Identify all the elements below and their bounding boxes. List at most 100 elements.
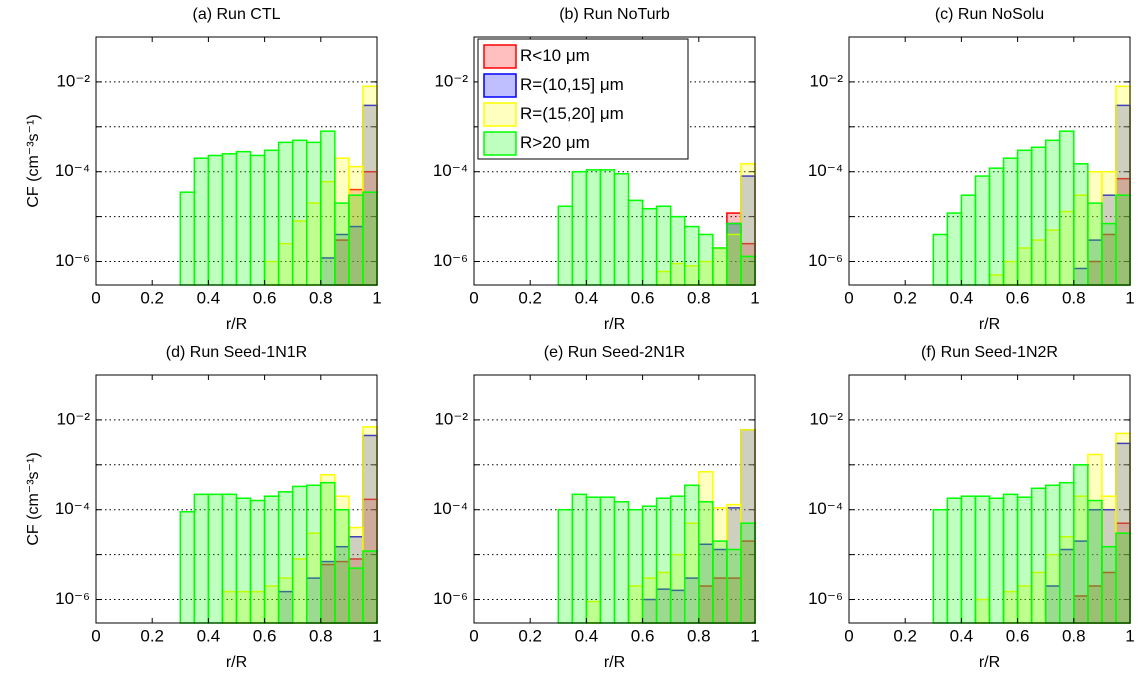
histogram-bar [1115, 532, 1131, 624]
legend-label: R>20 μm [520, 133, 590, 152]
histogram-bar [1059, 481, 1075, 624]
histogram-bar [557, 508, 574, 624]
histogram-bar [655, 205, 672, 286]
histogram-bar [1087, 202, 1103, 286]
histogram-bar [1115, 194, 1131, 286]
x-tick-label: 0.4 [197, 626, 221, 645]
x-tick-label: 0.8 [309, 626, 333, 645]
legend-swatch [483, 73, 517, 98]
x-tick-label: 0.6 [1006, 288, 1030, 307]
histogram-bar [669, 495, 686, 624]
histogram-bar [1016, 496, 1033, 624]
histogram-bar [1101, 545, 1117, 624]
histogram-bar [988, 167, 1005, 286]
x-tick-label: 1 [750, 288, 759, 307]
x-tick-label: 1 [372, 288, 381, 307]
histogram-bar [557, 205, 574, 286]
x-tick-label: 0.8 [687, 626, 711, 645]
histogram-bar [684, 484, 700, 624]
histogram-bar [946, 497, 963, 624]
y-tick-label: 10⁻² [434, 409, 468, 428]
histogram-bar [320, 481, 336, 624]
histogram-bar [221, 153, 238, 286]
histogram-bar [263, 149, 280, 286]
x-tick-label: 1 [750, 626, 759, 645]
histogram-bar [698, 501, 714, 624]
histogram-bar [599, 169, 616, 286]
histogram-bar [599, 496, 616, 624]
histogram-bar [306, 141, 322, 286]
x-axis-label: r/R [604, 316, 625, 333]
histogram-bar [641, 207, 658, 286]
x-tick-label: 0 [91, 626, 100, 645]
histogram-bar [974, 175, 991, 286]
histogram-bar [235, 150, 252, 286]
histogram-bar [249, 499, 266, 624]
axes-box [848, 374, 1131, 624]
histogram-bar [291, 485, 308, 624]
histogram-bar [362, 550, 378, 624]
histogram-bar [988, 497, 1005, 624]
y-tick-label: 10⁻⁴ [433, 499, 468, 518]
histogram-bar [207, 493, 224, 624]
histogram-bar [1030, 146, 1047, 286]
legend-label: R=(15,20] μm [520, 104, 624, 123]
histogram-bar [334, 202, 350, 286]
histogram-bar [669, 215, 686, 286]
histogram-bar [291, 139, 308, 286]
histogram-bar [684, 225, 700, 286]
histogram-bar [1002, 157, 1019, 286]
histogram-bar [1059, 130, 1075, 286]
panel-title: (c) Run NoSolu [935, 6, 1044, 23]
legend-label: R<10 μm [520, 46, 590, 65]
histogram-bar [726, 222, 742, 286]
y-tick-label: 10⁻² [56, 71, 90, 90]
x-axis-label: r/R [604, 654, 625, 671]
panel-title: (a) Run CTL [192, 6, 280, 23]
x-axis-label: r/R [226, 316, 247, 333]
histogram-bar [946, 212, 963, 286]
panel-title: (e) Run Seed-2N1R [544, 344, 685, 361]
histogram-bar [740, 522, 756, 624]
x-tick-label: 0.6 [253, 288, 277, 307]
histogram-bar [1044, 484, 1061, 624]
y-tick-label: 10⁻⁶ [55, 589, 90, 608]
axes-box [473, 36, 756, 286]
y-tick-label: 10⁻⁴ [808, 499, 843, 518]
histogram-bar [627, 199, 644, 286]
histogram-bar [571, 170, 588, 286]
y-tick-label: 10⁻² [434, 71, 468, 90]
x-tick-label: 0.2 [518, 288, 542, 307]
x-tick-label: 0 [844, 288, 853, 307]
histogram-bar [655, 497, 672, 624]
y-tick-label: 10⁻² [56, 409, 90, 428]
x-tick-label: 0.4 [950, 288, 974, 307]
y-axis-label: CF (cm⁻³s⁻¹) [25, 452, 42, 545]
x-tick-label: 0.6 [1006, 626, 1030, 645]
x-tick-label: 0.8 [1062, 626, 1086, 645]
histogram-bar [306, 484, 322, 624]
axes-box [95, 374, 378, 624]
x-tick-label: 0.2 [140, 626, 164, 645]
histogram-bar [571, 493, 588, 624]
histogram-bar [277, 141, 294, 286]
x-axis-label: r/R [226, 654, 247, 671]
histogram-bar [263, 495, 280, 624]
x-tick-label: 1 [1125, 626, 1134, 645]
x-tick-label: 0.8 [309, 288, 333, 307]
histogram-bar [641, 505, 658, 624]
histogram-bar [221, 493, 238, 624]
histogram-bar [348, 194, 364, 286]
histogram-bar [277, 491, 294, 624]
histogram-bar [334, 508, 350, 624]
histogram-bar [320, 130, 336, 286]
y-tick-label: 10⁻⁶ [808, 589, 843, 608]
panel-title: (b) Run NoTurb [559, 6, 670, 23]
x-tick-label: 0.8 [687, 288, 711, 307]
histogram-bar [1002, 493, 1019, 624]
x-tick-label: 0.4 [950, 626, 974, 645]
y-tick-label: 10⁻⁶ [808, 251, 843, 270]
x-tick-label: 0.2 [518, 626, 542, 645]
